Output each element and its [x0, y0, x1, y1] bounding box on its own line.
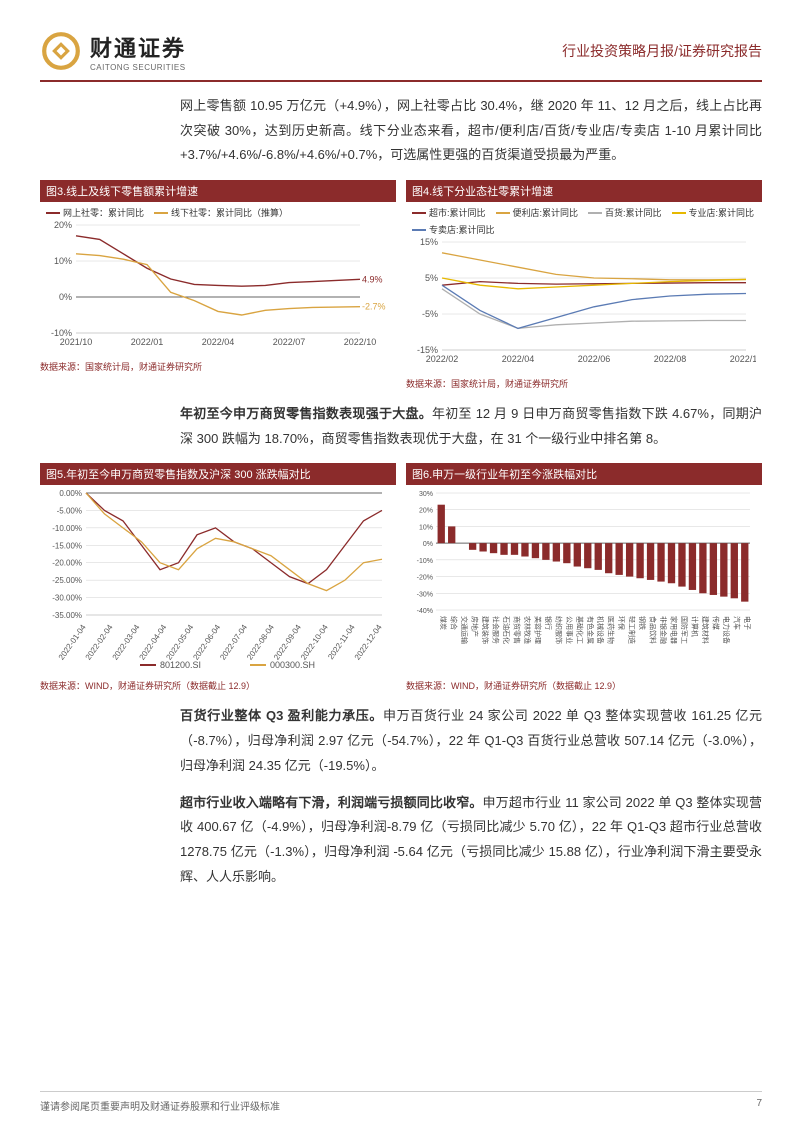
svg-text:2022/10: 2022/10 [344, 337, 377, 347]
p2-bold: 年初至今申万商贸零售指数表现强于大盘。 [180, 406, 432, 421]
svg-text:2022/04: 2022/04 [502, 354, 535, 364]
svg-text:10%: 10% [419, 525, 433, 532]
svg-text:000300.SH: 000300.SH [270, 660, 315, 670]
svg-text:汽车: 汽车 [732, 616, 741, 630]
svg-text:-2.7%: -2.7% [362, 302, 386, 312]
svg-text:基础化工: 基础化工 [575, 616, 584, 644]
svg-text:电力设备: 电力设备 [722, 616, 731, 644]
svg-text:美容护理: 美容护理 [533, 616, 542, 644]
svg-text:30%: 30% [419, 491, 433, 498]
svg-text:国防军工: 国防军工 [680, 616, 689, 644]
svg-text:2022-12-04: 2022-12-04 [353, 623, 384, 662]
svg-text:电子: 电子 [743, 616, 752, 630]
svg-text:-20.00%: -20.00% [52, 559, 82, 568]
svg-text:农林牧渔: 农林牧渔 [523, 616, 532, 644]
svg-text:-10.00%: -10.00% [52, 524, 82, 533]
svg-text:房地产: 房地产 [471, 616, 480, 637]
svg-text:2022/07: 2022/07 [273, 337, 306, 347]
svg-text:传媒: 传媒 [711, 616, 720, 630]
svg-text:20%: 20% [54, 221, 72, 230]
svg-text:0.00%: 0.00% [59, 489, 82, 498]
svg-text:-25.00%: -25.00% [52, 577, 82, 586]
paragraph-4: 超市行业收入端略有下滑，利润端亏损额同比收窄。申万超市行业 11 家公司 202… [180, 791, 762, 890]
chart3-source: 数据来源：国家统计局，财通证券研究所 [40, 360, 396, 373]
svg-text:-35.00%: -35.00% [52, 611, 82, 620]
p4-bold: 超市行业收入端略有下滑，利润端亏损额同比收窄。 [180, 795, 483, 810]
chart6: -40%-30%-20%-10%0%10%20%30%煤炭综合交通运输房地产建筑… [406, 485, 756, 670]
svg-text:煤炭: 煤炭 [439, 616, 448, 630]
svg-text:非银金融: 非银金融 [659, 616, 668, 644]
footer-disclaimer: 谨请参阅尾页重要声明及财通证券股票和行业评级标准 [40, 1098, 280, 1113]
svg-text:-5%: -5% [422, 309, 438, 319]
svg-text:纺织服饰: 纺织服饰 [554, 616, 563, 644]
paragraph-2: 年初至今申万商贸零售指数表现强于大盘。年初至 12 月 9 日申万商贸零售指数下… [180, 402, 762, 451]
chart3-legend: 网上社零：累计同比线下社零：累计同比（推算） [46, 206, 396, 219]
svg-text:2022/08: 2022/08 [654, 354, 687, 364]
svg-text:家用电器: 家用电器 [670, 616, 679, 644]
svg-text:食品饮料: 食品饮料 [649, 616, 658, 644]
svg-text:轻工制造: 轻工制造 [628, 616, 637, 644]
svg-text:建筑装饰: 建筑装饰 [481, 616, 490, 644]
svg-text:-30%: -30% [417, 592, 433, 599]
chart4-legend: 超市:累计同比便利店:累计同比百货:累计同比专业店:累计同比专卖店:累计同比 [412, 206, 762, 236]
svg-text:2022/02: 2022/02 [426, 354, 459, 364]
header-divider [40, 80, 762, 82]
svg-text:2022/01: 2022/01 [131, 337, 164, 347]
svg-text:社会服务: 社会服务 [492, 616, 501, 644]
svg-text:石油石化: 石油石化 [502, 616, 511, 644]
company-logo: 财通证券 CAITONG SECURITIES [40, 30, 186, 72]
svg-text:20%: 20% [419, 508, 433, 515]
svg-text:4.9%: 4.9% [362, 274, 383, 284]
logo-icon [40, 30, 82, 72]
chart3-title: 图3.线上及线下零售额累计增速 [40, 180, 396, 202]
svg-text:-40%: -40% [417, 608, 433, 615]
svg-text:银行: 银行 [544, 616, 553, 630]
chart4: -15%-5%5%15%2022/022022/042022/062022/08… [406, 238, 756, 368]
svg-text:综合: 综合 [450, 616, 459, 630]
svg-text:801200.SI: 801200.SI [160, 660, 201, 670]
chart5-source: 数据来源：WIND，财通证券研究所（数据截止 12.9） [40, 679, 396, 692]
svg-text:商贸零售: 商贸零售 [513, 616, 522, 644]
svg-text:0%: 0% [59, 292, 72, 302]
svg-text:-20%: -20% [417, 575, 433, 582]
svg-text:2021/10: 2021/10 [60, 337, 93, 347]
svg-text:医药生物: 医药生物 [607, 616, 616, 644]
chart4-source: 数据来源：国家统计局，财通证券研究所 [406, 377, 762, 390]
paragraph-1: 网上零售额 10.95 万亿元（+4.9%），网上社零占比 30.4%，继 20… [180, 94, 762, 168]
report-type: 行业投资策略月报/证券研究报告 [562, 41, 762, 61]
svg-text:2022/06: 2022/06 [578, 354, 611, 364]
company-name-cn: 财通证券 [90, 31, 186, 63]
svg-text:交通运输: 交通运输 [460, 616, 469, 644]
chart6-source: 数据来源：WIND，财通证券研究所（数据截止 12.9） [406, 679, 762, 692]
svg-text:公用事业: 公用事业 [565, 616, 574, 644]
p3-bold: 百货行业整体 Q3 盈利能力承压。 [180, 708, 383, 723]
page-footer: 谨请参阅尾页重要声明及财通证券股票和行业评级标准 7 [40, 1091, 762, 1113]
svg-text:钢铁: 钢铁 [638, 616, 647, 630]
svg-text:-5.00%: -5.00% [57, 507, 82, 516]
svg-text:-15.00%: -15.00% [52, 542, 82, 551]
chart3: -10%0%10%20%2021/102022/012022/042022/07… [40, 221, 390, 351]
svg-text:计算机: 计算机 [690, 616, 699, 637]
svg-text:5%: 5% [425, 273, 438, 283]
chart4-title: 图4.线下分业态社零累计增速 [406, 180, 762, 202]
svg-text:建筑材料: 建筑材料 [701, 616, 710, 644]
chart5: -35.00% -30.00% -25.00% -20.00% -15.00% -10.0… [40, 485, 390, 670]
chart5-title: 图5.年初至今申万商贸零售指数及沪深 300 涨跌幅对比 [40, 463, 396, 485]
svg-text:2022/04: 2022/04 [202, 337, 235, 347]
paragraph-3: 百货行业整体 Q3 盈利能力承压。申万百货行业 24 家公司 2022 单 Q3… [180, 704, 762, 778]
svg-text:环保: 环保 [617, 616, 626, 630]
svg-text:10%: 10% [54, 256, 72, 266]
svg-text:0%: 0% [423, 542, 433, 549]
svg-text:2022/10: 2022/10 [730, 354, 756, 364]
svg-text:-30.00%: -30.00% [52, 594, 82, 603]
chart6-title: 图6.申万一级行业年初至今涨跌幅对比 [406, 463, 762, 485]
page-number: 7 [756, 1098, 762, 1113]
svg-text:15%: 15% [420, 238, 438, 247]
svg-text:有色金属: 有色金属 [586, 616, 595, 644]
company-name-en: CAITONG SECURITIES [90, 63, 186, 72]
svg-text:机械设备: 机械设备 [596, 616, 605, 644]
svg-text:-10%: -10% [417, 558, 433, 565]
